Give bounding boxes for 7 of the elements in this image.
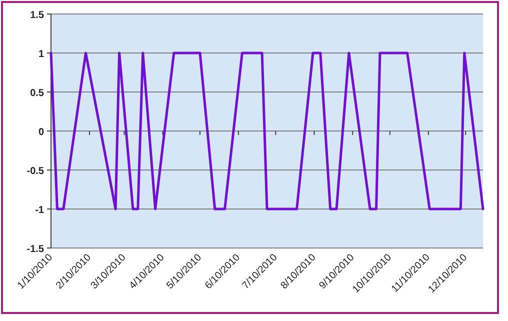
y-tick-label: 0.5 (30, 88, 44, 99)
y-tick-label: 1 (38, 49, 44, 60)
y-tick-label: -1 (35, 205, 44, 216)
y-tick-label: -1.5 (26, 244, 44, 255)
y-tick-label: 0 (38, 127, 44, 138)
y-tick-label: -0.5 (26, 166, 44, 177)
y-tick-label: 1.5 (30, 10, 44, 21)
